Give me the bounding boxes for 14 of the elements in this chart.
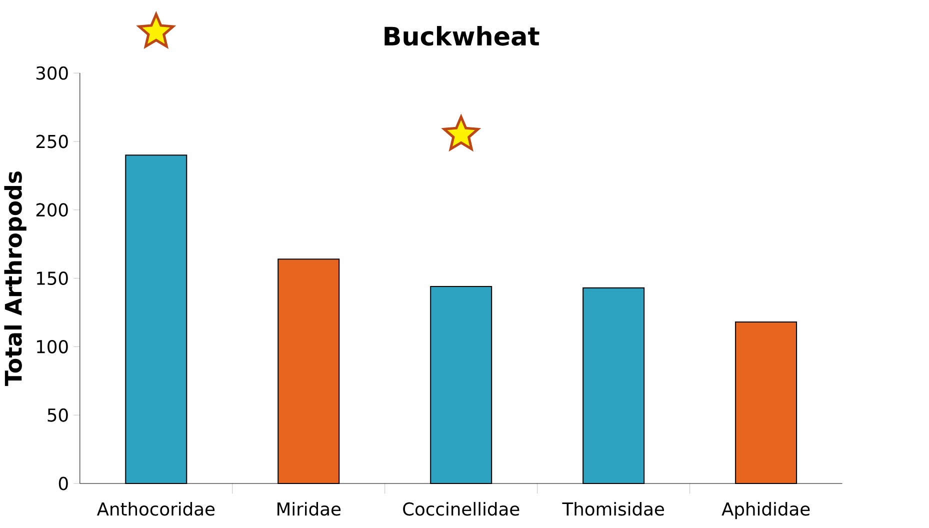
- y-tick-label: 50: [48, 408, 68, 422]
- y-tick-label: 300: [36, 66, 68, 80]
- x-tick-label: Anthocoridae: [96, 502, 215, 516]
- y-tick-label: 100: [37, 340, 68, 354]
- chart-title: Buckwheat: [384, 26, 540, 46]
- x-tick-label: Aphididae: [722, 502, 810, 520]
- x-tick-label: Miridae: [278, 502, 341, 516]
- x-tick-label: Coccinellidae: [403, 502, 520, 516]
- y-tick-label: 250: [36, 134, 68, 148]
- y-tick-label: 0: [58, 476, 68, 490]
- x-tick-label: Thomisidae: [562, 502, 664, 516]
- y-axis-title: Total Arthropods: [4, 172, 26, 386]
- y-tick-label: 150: [37, 272, 68, 286]
- y-tick-label: 200: [36, 203, 68, 217]
